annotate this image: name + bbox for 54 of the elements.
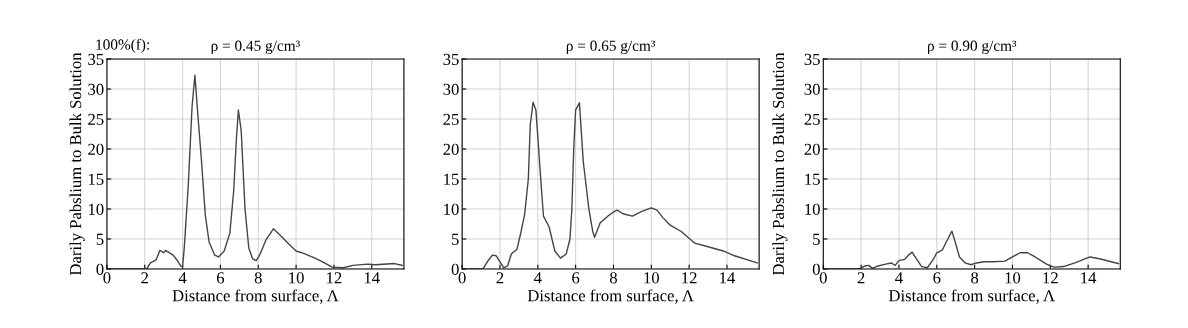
y-tick-label: 35 [443, 53, 459, 65]
x-tick-label: 12 [1043, 272, 1058, 284]
x-tick-label: 6 [572, 272, 580, 284]
y-tick-label: 0 [812, 263, 820, 275]
x-tick-label: 10 [1005, 272, 1021, 284]
x-tick-label: 10 [289, 272, 304, 284]
y-tick-label: 5 [451, 233, 459, 245]
x-tick-label: 14 [720, 272, 736, 284]
y-tick-label: 35 [804, 53, 820, 65]
x-tick-label: 4 [178, 272, 187, 284]
x-tick-label: 8 [609, 272, 617, 284]
y-tick-label: 20 [804, 143, 820, 155]
y-tick-label: 25 [443, 113, 459, 125]
y-tick-label: 10 [444, 203, 459, 215]
x-tick-label: 8 [254, 272, 262, 284]
text: 100%(f): [96, 38, 149, 53]
y-tick-label: 5 [813, 233, 820, 245]
y-tick-label: 0 [96, 263, 104, 275]
y-tick-label: 30 [88, 83, 104, 95]
y-tick-label: 30 [804, 83, 820, 95]
y-tick-label: 15 [444, 173, 459, 185]
x-tick-label: 4 [533, 272, 542, 284]
x-axis-title: Distance from surface, Λ [172, 289, 339, 304]
chart-title: ρ = 0.90 g/cm³ [927, 40, 1017, 54]
y-tick-label: 0 [451, 263, 459, 275]
y-tick-label: 25 [88, 113, 104, 125]
x-tick-label: 4 [895, 272, 903, 284]
x-tick-label: 10 [644, 272, 659, 284]
x-tick-label: 2 [141, 272, 148, 284]
x-axis-title: Distance from surface, Λ [888, 289, 1055, 304]
y-tick-label: 20 [443, 143, 459, 155]
chart-title: ρ = 0.65 g/cm³ [566, 40, 656, 54]
x-tick-label: 12 [327, 272, 342, 284]
x-tick-label: 14 [1081, 272, 1097, 284]
y-tick-label: 5 [96, 233, 104, 245]
x-tick-label: 6 [216, 272, 225, 284]
x-tick-label: 12 [682, 272, 697, 284]
x-tick-label: 14 [364, 272, 380, 284]
x-tick-label: 8 [971, 272, 979, 284]
y-tick-label: 15 [805, 173, 820, 185]
y-tick-label: 30 [443, 83, 459, 95]
y-tick-label: 10 [805, 203, 820, 215]
x-tick-label: 6 [933, 272, 941, 284]
x-tick-label: 2 [496, 272, 504, 284]
y-tick-label: 20 [88, 143, 104, 155]
y-tick-label: 35 [88, 53, 104, 65]
x-tick-label: 2 [857, 272, 865, 284]
chart-title: ρ = 0.45 g/cm³ [211, 40, 300, 54]
y-axis-title: Darily Pabslium to Bulk Solution [69, 52, 85, 276]
y-tick-label: 25 [804, 113, 820, 125]
x-axis-title: Distance from surface, Λ [527, 289, 694, 304]
y-tick-label: 15 [88, 173, 104, 185]
y2-axis-title: Darily Pabslium to Bulk Solution [772, 52, 788, 276]
y-tick-label: 10 [88, 203, 104, 215]
